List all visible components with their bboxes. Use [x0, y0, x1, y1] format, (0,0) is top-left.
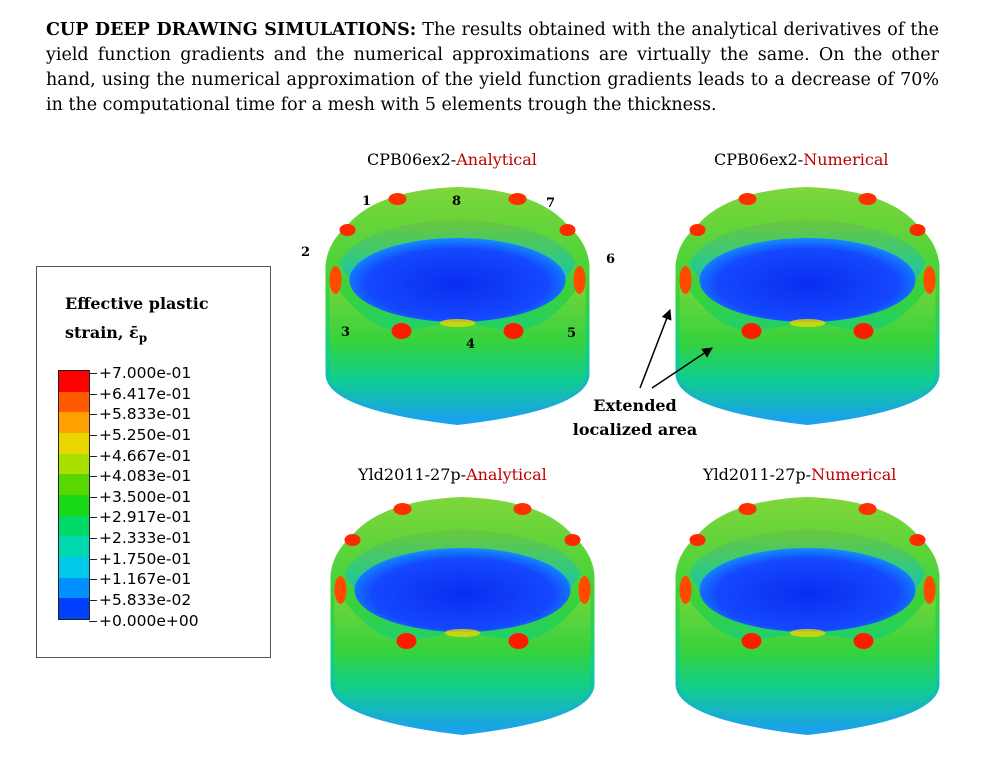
- legend-label: +6.417e-01: [89, 384, 199, 405]
- caption-panel-3: Yld2011-27p-Analytical: [358, 465, 547, 484]
- legend-label: +1.167e-01: [89, 569, 199, 590]
- cup-figure-cpb06-analytical: [325, 187, 590, 425]
- ear-number-3: 3: [341, 325, 351, 340]
- legend-color-cell: [59, 412, 89, 433]
- legend-colorbar: [58, 370, 90, 620]
- legend-color-cell: [59, 494, 89, 516]
- ear-number-6: 6: [606, 252, 616, 267]
- description-paragraph: CUP DEEP DRAWING SIMULATIONS: The result…: [46, 18, 939, 118]
- legend-title: Effective plastic strain, ε̄p: [65, 294, 209, 346]
- legend-label: +2.917e-01: [89, 507, 199, 528]
- extended-localized-area-label: Extended localized area: [572, 396, 698, 439]
- legend-label: +1.750e-01: [89, 549, 199, 570]
- ear-number-7: 7: [546, 196, 556, 211]
- legend-label: +0.000e+00: [89, 611, 199, 632]
- paragraph-heading: CUP DEEP DRAWING SIMULATIONS:: [46, 20, 417, 40]
- legend-color-cell: [59, 515, 89, 537]
- legend-color-cell: [59, 391, 89, 413]
- legend-color-cell: [59, 598, 89, 619]
- ear-number-4: 4: [466, 337, 476, 352]
- cup-figure-yld2011-numerical: [675, 497, 940, 735]
- legend-color-cell: [59, 474, 89, 495]
- legend-color-cell: [59, 432, 89, 454]
- legend-label: +2.333e-01: [89, 528, 199, 549]
- legend-label: +5.833e-02: [89, 590, 199, 611]
- ear-number-5: 5: [567, 326, 577, 341]
- paragraph-body: The results obtained with the analytical…: [46, 20, 939, 115]
- legend-color-cell: [59, 536, 89, 557]
- legend-label: +5.250e-01: [89, 425, 199, 446]
- caption-panel-2: CPB06ex2-Numerical: [714, 150, 889, 169]
- ear-number-1: 1: [362, 194, 372, 209]
- legend-labels: +7.000e-01 +6.417e-01 +5.833e-01 +5.250e-01…: [89, 363, 199, 631]
- legend-label: +3.500e-01: [89, 487, 199, 508]
- ear-number-8: 8: [452, 194, 462, 209]
- legend-label: +7.000e-01: [89, 363, 199, 384]
- caption-panel-4: Yld2011-27p-Numerical: [703, 465, 897, 484]
- legend-box: Effective plastic strain, ε̄p +7.000e-01…: [36, 266, 271, 658]
- legend-label: +4.667e-01: [89, 446, 199, 467]
- legend-color-cell: [59, 371, 89, 392]
- legend-symbol: ε̄: [129, 323, 139, 342]
- cup-figure-yld2011-analytical: [330, 497, 595, 735]
- legend-color-cell: [59, 453, 89, 475]
- legend-color-cell: [59, 577, 89, 599]
- annotation-arrows: [639, 309, 713, 389]
- ear-number-2: 2: [301, 245, 311, 260]
- legend-label: +4.083e-01: [89, 466, 199, 487]
- legend-label: +5.833e-01: [89, 404, 199, 425]
- legend-color-cell: [59, 556, 89, 578]
- legend-subscript: p: [138, 331, 148, 346]
- caption-panel-1: CPB06ex2-Analytical: [367, 150, 537, 169]
